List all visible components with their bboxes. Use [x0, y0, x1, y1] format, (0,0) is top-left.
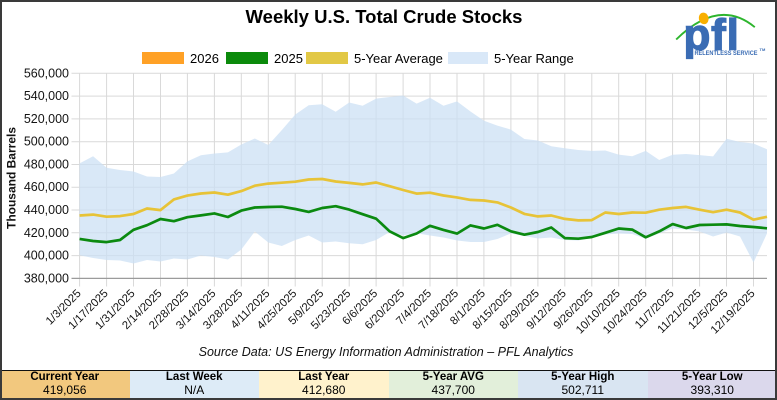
svg-text:Source Data: US Energy Informa: Source Data: US Energy Information Admin… — [199, 345, 574, 359]
svg-text:560,000: 560,000 — [24, 66, 69, 80]
svg-text:520,000: 520,000 — [24, 112, 69, 126]
svg-text:540,000: 540,000 — [24, 89, 69, 103]
svg-text:400,000: 400,000 — [24, 249, 69, 263]
svg-text:RELENTLESS SERVICE: RELENTLESS SERVICE — [695, 50, 759, 57]
svg-text:pfl: pfl — [684, 11, 740, 60]
svg-text:460,000: 460,000 — [24, 180, 69, 194]
svg-text:420,000: 420,000 — [24, 226, 69, 240]
svg-text:480,000: 480,000 — [24, 158, 69, 172]
svg-text:Thousand Barrels: Thousand Barrels — [5, 127, 19, 229]
svg-text:TM: TM — [760, 47, 766, 52]
svg-text:380,000: 380,000 — [24, 271, 69, 285]
svg-text:500,000: 500,000 — [24, 135, 69, 149]
svg-text:440,000: 440,000 — [24, 203, 69, 217]
